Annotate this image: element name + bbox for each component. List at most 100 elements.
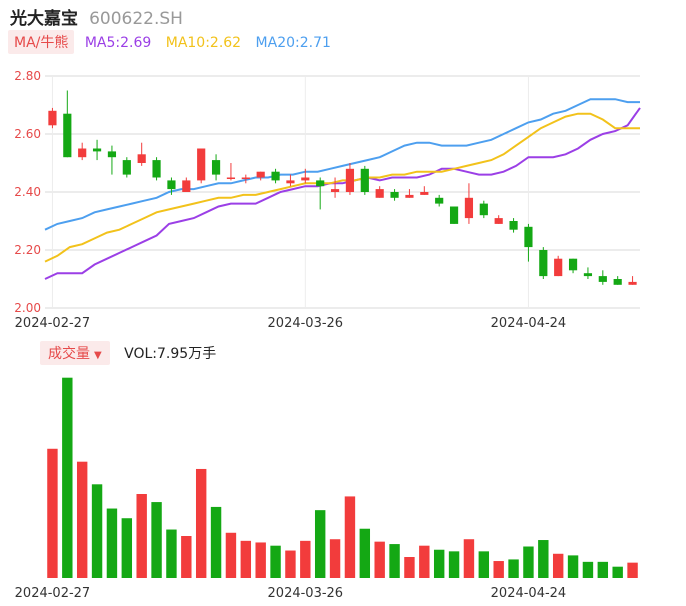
volume-bar xyxy=(151,502,162,578)
volume-bar xyxy=(255,542,266,578)
volume-bar xyxy=(389,544,400,578)
stock-code: 600622.SH xyxy=(89,9,183,29)
candle-body xyxy=(554,258,563,277)
volume-bar xyxy=(508,559,519,578)
volume-bar xyxy=(270,545,281,578)
volume-bar xyxy=(210,506,222,578)
candle-body xyxy=(122,160,131,175)
volume-bar xyxy=(552,553,564,578)
indicator-mode-button[interactable]: MA/牛熊 xyxy=(8,30,75,54)
stock-header: 光大嘉宝 600622.SH xyxy=(10,4,183,29)
candle-body xyxy=(330,189,340,192)
volume-bar xyxy=(121,518,133,578)
volume-bar xyxy=(463,539,475,578)
price-tick-label: 2.80 xyxy=(14,69,41,83)
date-tick-label: 2024-04-24 xyxy=(491,316,567,331)
dropdown-caret-icon: ▼ xyxy=(94,350,102,361)
volume-bar xyxy=(195,468,207,578)
stock-name: 光大嘉宝 xyxy=(10,9,78,29)
ma10-legend: MA10:2.62 xyxy=(165,35,242,51)
candle-body xyxy=(92,148,102,152)
volume-bar xyxy=(493,561,504,578)
candle-body xyxy=(524,226,533,248)
volume-bar xyxy=(627,562,638,578)
candle-body xyxy=(539,250,548,277)
volume-bar xyxy=(612,566,623,578)
volume-bar xyxy=(240,540,252,578)
candle-body xyxy=(598,276,607,282)
candle-body xyxy=(464,197,474,219)
ma-legend: MA/牛熊 MA5:2.69 MA10:2.62 MA20:2.71 xyxy=(8,30,341,54)
candle-body xyxy=(301,177,310,181)
candle-body xyxy=(345,168,355,192)
candle-body xyxy=(316,180,325,187)
volume-bar xyxy=(374,541,385,578)
volume-value: VOL:7.95万手 xyxy=(124,346,217,362)
price-tick-label: 2.20 xyxy=(14,243,41,257)
candle-body xyxy=(63,113,72,158)
candle-body xyxy=(182,180,191,192)
candle-body xyxy=(420,192,429,195)
volume-bar xyxy=(225,532,237,578)
candle-body xyxy=(435,197,444,204)
volume-bar xyxy=(404,557,415,578)
candle-body xyxy=(197,148,206,181)
candle-body xyxy=(137,154,146,163)
volume-bar xyxy=(329,539,341,578)
candle-body xyxy=(152,160,161,178)
volume-bar xyxy=(538,540,549,578)
price-tick-label: 2.60 xyxy=(14,127,41,141)
candle-body xyxy=(479,203,488,216)
candle-body xyxy=(286,180,295,184)
volume-bar xyxy=(106,508,118,578)
date-tick-label: 2024-02-27 xyxy=(15,316,91,331)
ma20-line xyxy=(44,98,640,231)
price-tick-label: 2.00 xyxy=(14,301,41,315)
volume-bar xyxy=(597,561,609,578)
candle-body xyxy=(241,177,250,179)
candle-body xyxy=(494,218,503,224)
candle-body xyxy=(167,180,176,190)
volume-bar xyxy=(285,550,296,578)
candle-body xyxy=(613,279,622,285)
volume-bar xyxy=(181,536,192,578)
candle-body xyxy=(360,168,369,192)
ma5-line xyxy=(44,107,641,280)
volume-date-tick-label: 2024-03-26 xyxy=(268,586,344,601)
ma10-line xyxy=(44,112,640,263)
volume-bar xyxy=(419,545,430,578)
volume-indicator-label: 成交量 xyxy=(48,346,90,362)
volume-bar xyxy=(344,496,356,578)
volume-bar xyxy=(136,494,147,578)
volume-date-tick-label: 2024-04-24 xyxy=(491,586,567,601)
volume-date-tick-label: 2024-02-27 xyxy=(15,586,91,601)
candle-body xyxy=(628,281,637,285)
volume-bar xyxy=(478,551,490,578)
candle-body xyxy=(375,189,384,198)
date-tick-label: 2024-03-26 xyxy=(268,316,344,331)
candle-body xyxy=(568,258,578,271)
volume-bar xyxy=(359,528,371,578)
candle-body xyxy=(405,194,414,198)
price-tick-label: 2.40 xyxy=(14,185,41,199)
volume-bar xyxy=(76,461,88,578)
candle-body xyxy=(107,151,117,158)
volume-bar xyxy=(433,549,445,578)
candle-body xyxy=(390,192,399,198)
volume-indicator-dropdown[interactable]: 成交量 ▼ xyxy=(40,341,110,365)
ma20-legend: MA20:2.71 xyxy=(255,35,331,51)
volume-bar xyxy=(91,484,103,578)
volume-bar xyxy=(448,551,460,578)
candle-body xyxy=(226,177,236,179)
volume-bar xyxy=(62,377,73,578)
volume-bar xyxy=(166,529,177,578)
volume-bar xyxy=(300,540,311,578)
volume-bar xyxy=(523,546,534,578)
volume-bar xyxy=(567,555,579,578)
volume-bar xyxy=(582,561,594,578)
candle-body xyxy=(211,160,221,175)
candle-body xyxy=(449,206,459,224)
candle-body xyxy=(48,110,57,126)
volume-bar xyxy=(314,510,326,578)
